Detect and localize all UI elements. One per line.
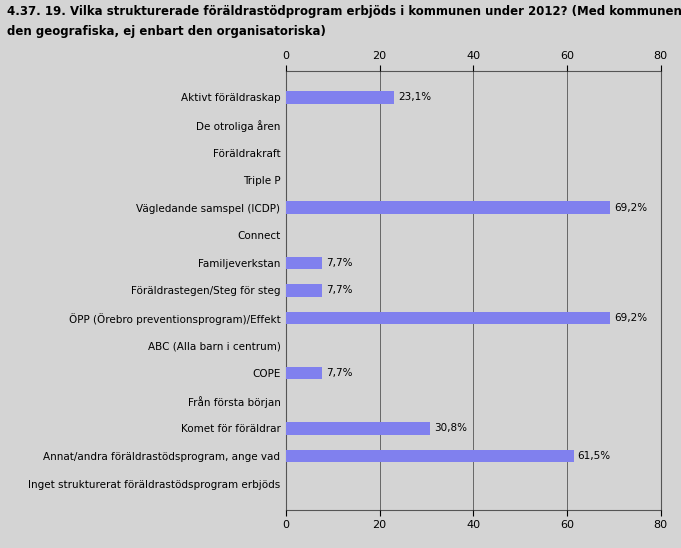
Text: 7,7%: 7,7% (326, 286, 352, 295)
Text: 7,7%: 7,7% (326, 368, 352, 378)
Bar (286, 202, 610, 214)
Text: den geografiska, ej enbart den organisatoriska): den geografiska, ej enbart den organisat… (7, 25, 326, 38)
Text: 4.37. 19. Vilka strukturerade föräldrastödprogram erbjöds i kommunen under 2012?: 4.37. 19. Vilka strukturerade föräldrast… (7, 5, 681, 19)
Text: 69,2%: 69,2% (614, 203, 647, 213)
Bar (286, 91, 394, 104)
Text: 69,2%: 69,2% (614, 313, 647, 323)
Bar (286, 312, 610, 324)
Bar (286, 450, 574, 462)
Bar (286, 256, 322, 269)
Text: 7,7%: 7,7% (326, 258, 352, 268)
Bar (286, 367, 322, 379)
Text: 61,5%: 61,5% (577, 451, 611, 461)
Text: 30,8%: 30,8% (434, 424, 467, 433)
Bar (286, 284, 322, 296)
Bar (286, 422, 430, 435)
Text: 23,1%: 23,1% (398, 93, 431, 102)
